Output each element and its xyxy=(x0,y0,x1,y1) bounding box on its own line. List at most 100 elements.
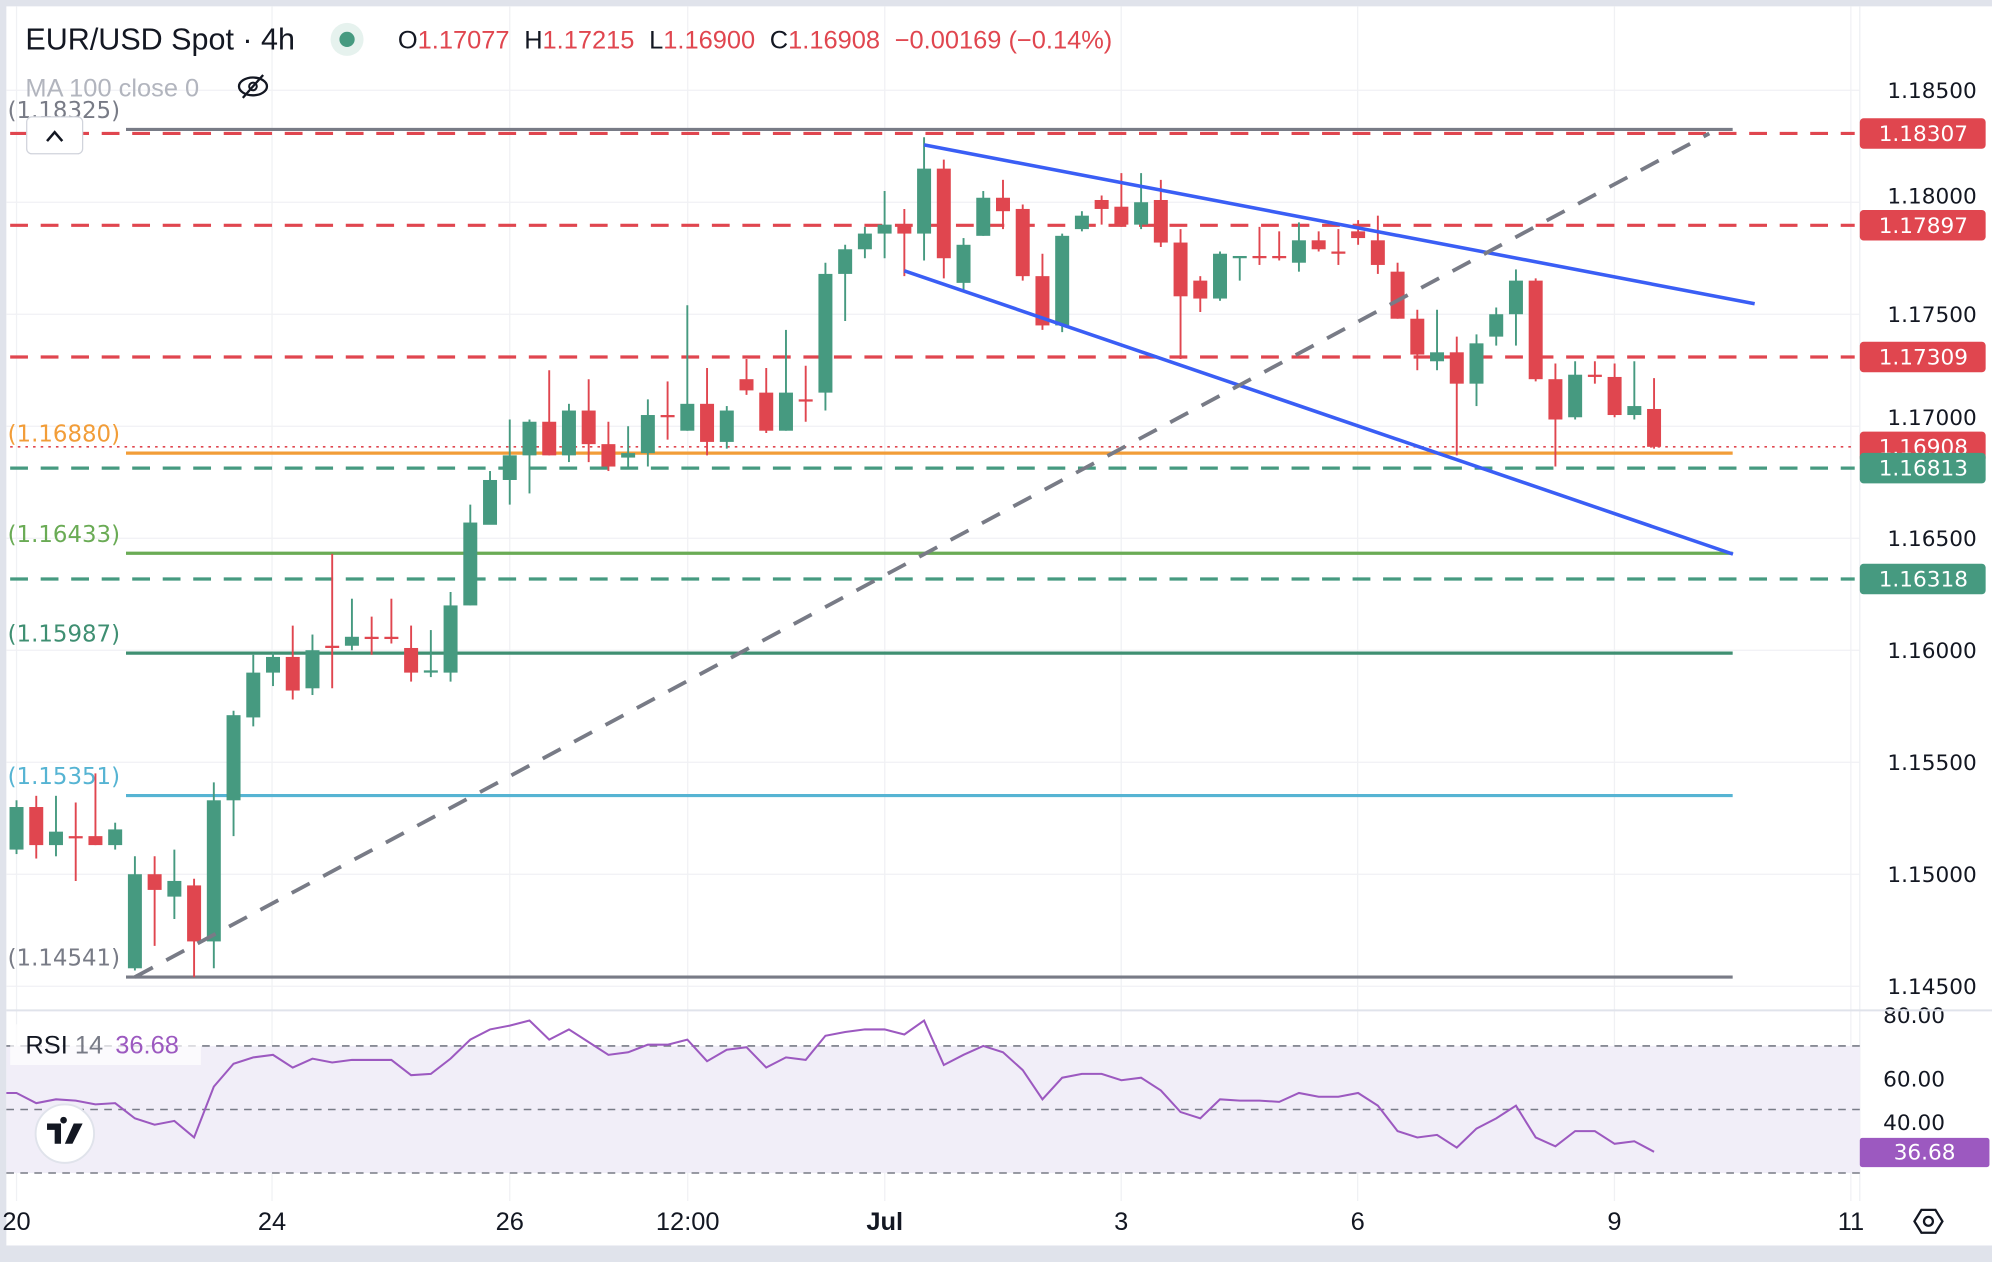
candle-body xyxy=(818,273,833,393)
candle-body xyxy=(778,392,793,431)
candle xyxy=(542,370,557,456)
candle-body xyxy=(1311,240,1326,250)
price-tick-label: 1.17000 xyxy=(1887,406,1976,431)
candle xyxy=(246,654,261,727)
candle xyxy=(1548,363,1563,467)
candle-body xyxy=(1528,280,1543,380)
candle-body xyxy=(976,197,991,236)
bottom-border xyxy=(0,1245,1992,1262)
candle xyxy=(68,802,83,881)
candle xyxy=(483,471,498,525)
candle xyxy=(956,238,971,292)
candle-body xyxy=(1390,271,1405,319)
level-label: (1.15351) xyxy=(8,764,120,790)
candle xyxy=(404,625,419,682)
candle-body xyxy=(1430,352,1445,362)
time-axis[interactable]: 20 24 26 12:00 Jul 3 6 9 11 xyxy=(2,1208,1864,1236)
rsi-length: 14 xyxy=(75,1032,103,1060)
dashed-trendline[interactable] xyxy=(134,131,1711,979)
rsi-label[interactable]: RSI 14 36.68 xyxy=(25,1032,178,1060)
candle-body xyxy=(285,656,300,691)
candle xyxy=(384,598,399,644)
close-value: 1.16908 xyxy=(788,26,880,54)
candle-body xyxy=(147,874,162,890)
price-tick-label: 1.18500 xyxy=(1887,79,1976,104)
candle xyxy=(1311,231,1326,252)
chevron-up-icon xyxy=(46,130,64,142)
candle xyxy=(739,359,754,395)
candle-body xyxy=(1193,280,1208,299)
candle-body xyxy=(739,379,754,391)
candle-body xyxy=(1094,199,1109,209)
channel-trendline[interactable] xyxy=(923,143,1756,306)
collapse-legend-button[interactable] xyxy=(26,116,84,155)
candle-body xyxy=(640,415,655,454)
candle-body xyxy=(956,244,971,283)
legend-header: EUR/USD Spot · 4h O1.17077 H1.17215 L1.1… xyxy=(25,23,1113,155)
candle-body xyxy=(1508,280,1523,315)
rsi-tick-label: 60.00 xyxy=(1883,1068,1945,1093)
rsi-pane[interactable]: 80.00 60.00 40.00 36.68 xyxy=(6,1004,1990,1174)
price-badge xyxy=(1859,563,1986,595)
candle xyxy=(1647,378,1662,449)
candle xyxy=(1173,229,1188,360)
channel-trendline[interactable] xyxy=(903,269,1734,556)
high-label: H xyxy=(524,26,542,54)
candle-body xyxy=(1331,251,1346,254)
candle xyxy=(463,504,478,606)
candle xyxy=(285,625,300,700)
gear-icon[interactable] xyxy=(1913,1208,1944,1234)
candle xyxy=(147,856,162,946)
grid xyxy=(6,6,1861,1201)
candle-body xyxy=(660,415,675,418)
eye-off-icon[interactable] xyxy=(237,74,269,99)
candle xyxy=(502,419,517,505)
candle xyxy=(187,878,202,978)
candle-body xyxy=(483,479,498,525)
candle xyxy=(601,421,616,472)
candle-body xyxy=(1153,199,1168,243)
rsi-name: RSI xyxy=(25,1032,67,1060)
price-tick-label: 1.17500 xyxy=(1887,303,1976,328)
candle-body xyxy=(1035,276,1050,326)
candle xyxy=(778,329,793,431)
level-label: (1.16433) xyxy=(8,522,120,548)
time-tick-label: 12:00 xyxy=(656,1208,720,1236)
candle-body xyxy=(1568,374,1583,418)
price-badge-label: 1.16813 xyxy=(1879,457,1968,482)
candle xyxy=(1074,211,1089,232)
candle-body xyxy=(463,522,478,606)
price-axis[interactable]: 1.18500 1.18000 1.17500 1.17000 1.16500 1.160… xyxy=(1887,79,1976,1000)
candle xyxy=(1213,251,1228,301)
price-badge xyxy=(1859,341,1986,373)
candle xyxy=(877,191,892,259)
symbol-title[interactable]: EUR/USD Spot · 4h xyxy=(25,23,295,57)
candle-body xyxy=(1607,376,1622,416)
candle xyxy=(1568,361,1583,420)
indicator-ma-label[interactable]: MA 100 close 0 xyxy=(25,75,199,103)
tradingview-logo[interactable] xyxy=(34,1103,96,1164)
candle xyxy=(1627,361,1642,420)
candle xyxy=(1370,215,1385,274)
candle-body xyxy=(88,836,103,846)
trendlines xyxy=(134,131,1756,979)
candle xyxy=(344,598,359,651)
market-status-dot[interactable] xyxy=(339,31,355,48)
candle-body xyxy=(226,715,241,801)
candle xyxy=(127,856,142,971)
time-tick-label: 6 xyxy=(1351,1208,1365,1236)
candle xyxy=(305,634,320,696)
candle xyxy=(621,426,636,467)
candle-body xyxy=(68,836,83,839)
price-badge xyxy=(1859,452,1986,484)
candle-body xyxy=(344,636,359,646)
close-label: C xyxy=(770,26,788,54)
candle xyxy=(1449,336,1464,456)
candle xyxy=(1232,255,1247,281)
change-value: −0.00169 (−0.14%) xyxy=(895,26,1113,54)
candle xyxy=(1094,195,1109,225)
candle-body xyxy=(364,636,379,640)
time-tick-label: 20 xyxy=(2,1208,30,1236)
candle xyxy=(48,795,63,857)
